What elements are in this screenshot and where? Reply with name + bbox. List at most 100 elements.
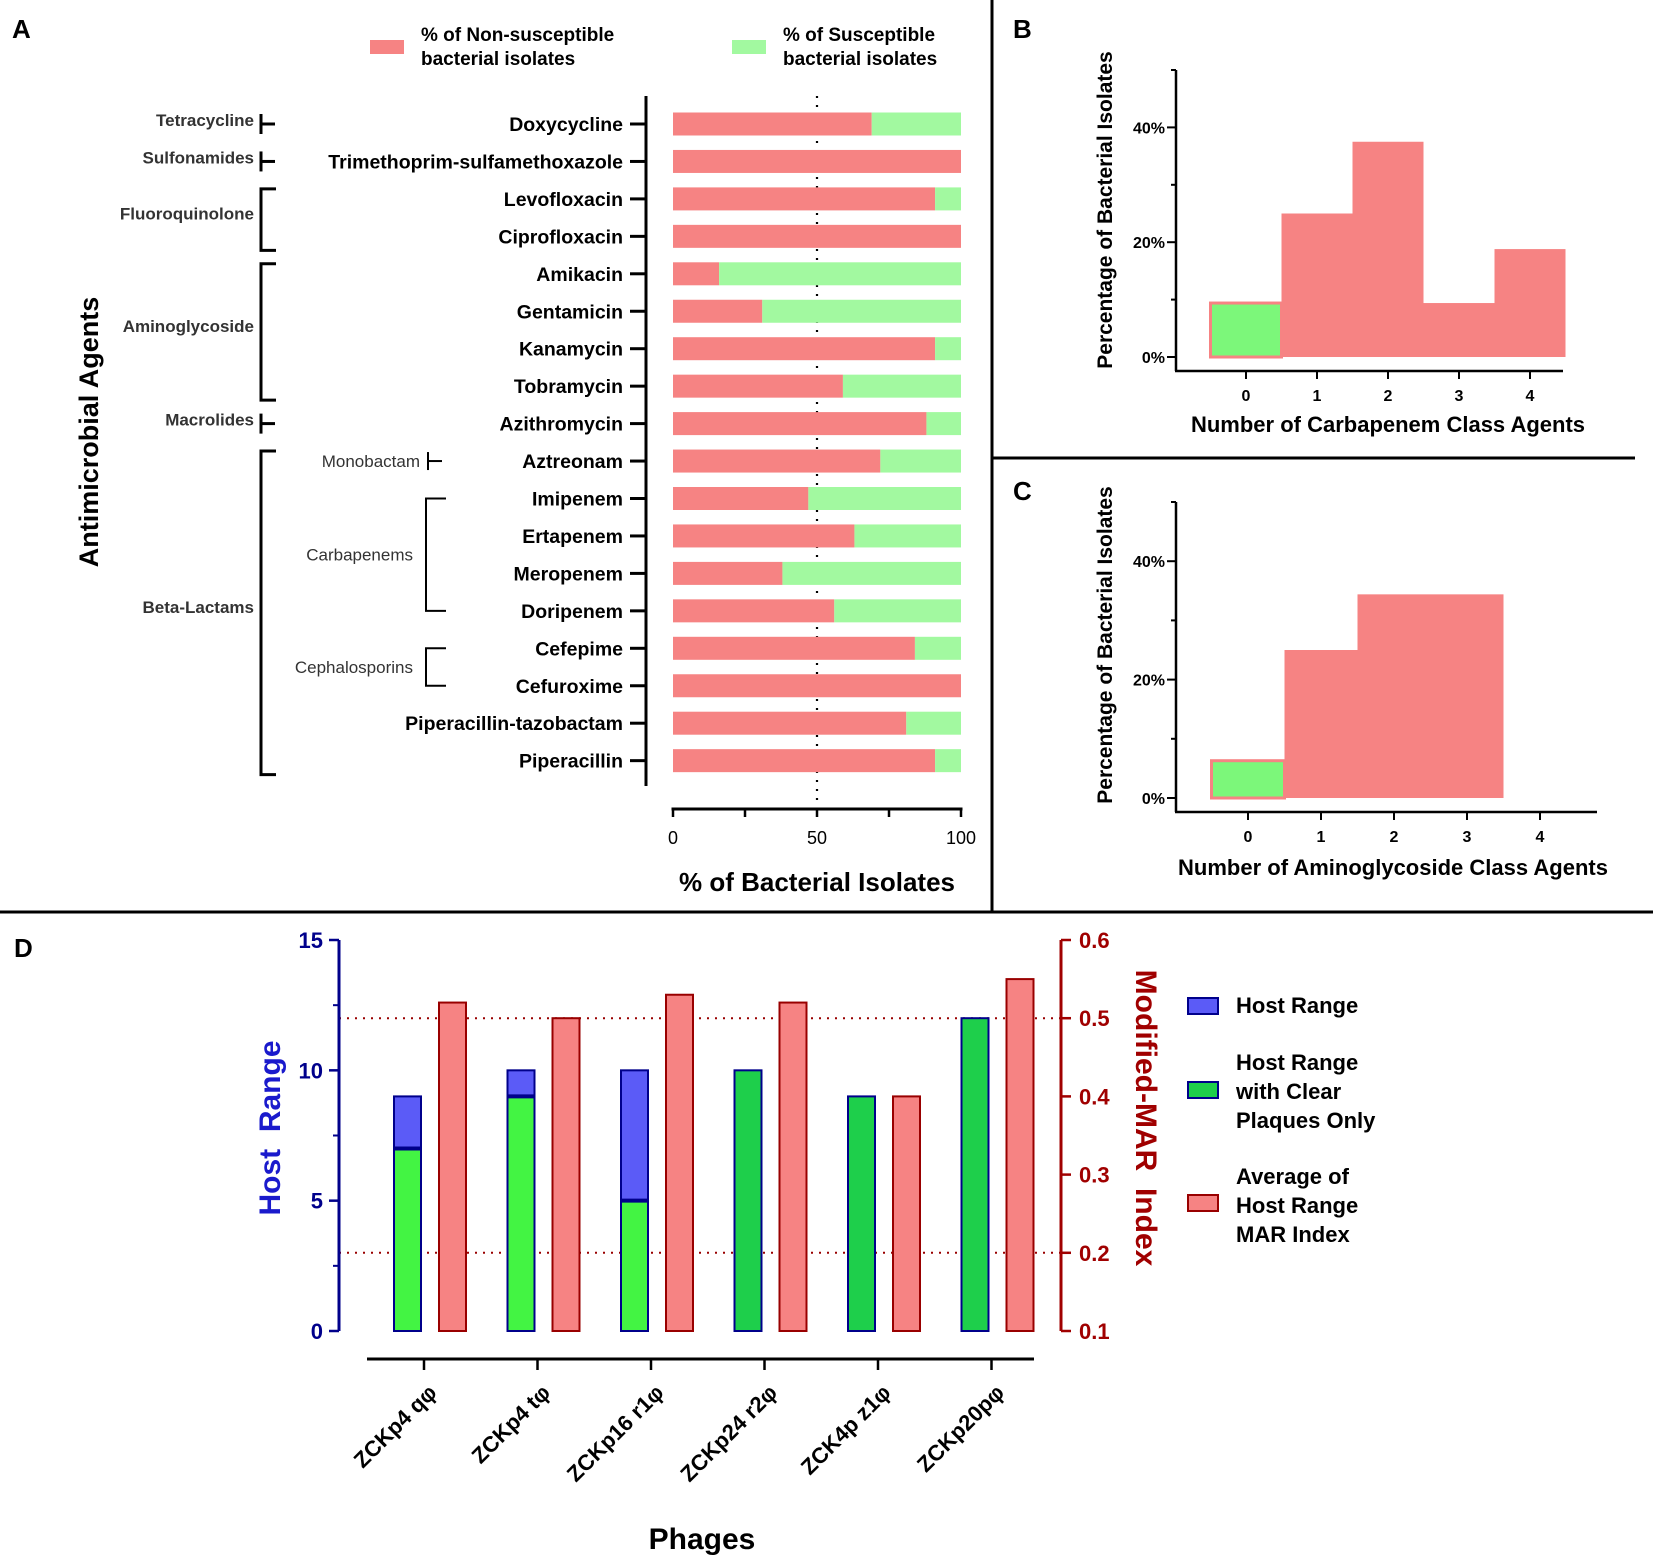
b-bar-1 (1281, 213, 1353, 357)
a-bar-susceptible (914, 636, 961, 660)
a-class-label: Macrolides (165, 411, 254, 430)
a-bar-susceptible (854, 524, 961, 548)
b-x-tick-label: 0 (1242, 388, 1251, 405)
d-y-axis-title-host-range: Host Range (254, 1040, 287, 1215)
c-x-tick-label: 1 (1317, 829, 1326, 846)
c-bar-2 (1357, 594, 1431, 798)
d-y2-axis-title-mar-index: Modified-MAR Index (1129, 970, 1162, 1267)
a-bar-nonsusceptible (673, 599, 835, 623)
d-legend-label: MAR Index (1236, 1222, 1350, 1247)
c-y-axis-title: Percentage of Bacterial Isolates (1094, 486, 1117, 803)
a-bar-nonsusceptible (673, 187, 936, 211)
a-bar-nonsusceptible (673, 337, 936, 361)
c-x-axis-title: Number of Aminoglycoside Class Agents (1178, 855, 1608, 880)
a-bar-nonsusceptible (673, 299, 763, 323)
d-legend-label: Average of (1236, 1164, 1350, 1189)
a-category-label: Ertapenem (522, 526, 623, 548)
a-category-label: Aztreonam (522, 451, 623, 473)
a-bar-nonsusceptible (673, 224, 961, 248)
d-y2-tick-label: 0.3 (1079, 1163, 1110, 1188)
d-bar-mar-index (1005, 978, 1035, 1332)
a-class-bracket (259, 187, 276, 252)
d-y-tick-label: 0 (311, 1319, 323, 1344)
panel-label-b: B (1013, 14, 1032, 44)
legend-label-susceptible: % of Susceptible bacterial isolates (783, 25, 940, 70)
b-x-axis-title: Number of Carbapenem Class Agents (1191, 412, 1585, 437)
a-bar-susceptible (871, 112, 961, 136)
d-legend-label: Host Range (1236, 1050, 1358, 1075)
c-x-tick-label: 0 (1244, 829, 1253, 846)
panel-label-d: D (14, 933, 33, 963)
d-bar-mar-index (438, 1001, 467, 1332)
a-bar-nonsusceptible (673, 524, 855, 548)
d-legend-swatch (1187, 1081, 1219, 1099)
a-bar-susceptible (880, 449, 961, 473)
a-bar-susceptible (782, 561, 961, 585)
d-legend-label: Host Range (1236, 993, 1358, 1018)
a-category-label: Tobramycin (514, 376, 623, 398)
a-bar-susceptible (935, 337, 961, 361)
panel-c-aminoglycoside-histogram: Percentage of Bacterial Isolates Number … (1094, 486, 1608, 880)
d-y-tick-label: 15 (299, 928, 323, 953)
a-bar-nonsusceptible (673, 112, 872, 136)
d-bar-clear-plaques (393, 1147, 422, 1332)
a-class-bracket (259, 449, 276, 777)
a-bar-susceptible (842, 374, 961, 398)
y-axis-title-antimicrobial-agents: Antimicrobial Agents (74, 297, 104, 568)
d-legend-label: with Clear (1235, 1079, 1342, 1104)
panel-a-antimicrobial-chart: % of Non-susceptible bacterial isolates … (74, 25, 976, 897)
a-subclass-label: Monobactam (322, 452, 420, 471)
d-bar-clear-plaques (506, 1095, 536, 1333)
c-y-tick-label: 0% (1142, 791, 1165, 808)
a-bar-nonsusceptible (673, 412, 927, 436)
d-legend-label: Host Range (1236, 1193, 1358, 1218)
a-bar-nonsusceptible (673, 487, 809, 510)
d-bar-host-range (506, 1069, 536, 1098)
d-x-tick-label: ZCKp4 qφ (349, 1380, 442, 1473)
a-subclass-bracket (425, 497, 446, 612)
a-category-label: Cefepime (535, 638, 623, 660)
b-x-tick-label: 4 (1526, 388, 1535, 405)
panel-label-c: C (1013, 476, 1032, 506)
d-x-tick-label: ZCKp24 r2φ (675, 1380, 782, 1487)
panel-label-a: A (12, 14, 31, 44)
c-bar-0 (1210, 759, 1286, 800)
d-x-tick-label: ZCKp4 tφ (467, 1380, 555, 1468)
b-bar-4 (1494, 249, 1566, 357)
a-category-label: Cefuroxime (516, 676, 623, 698)
b-bar-0 (1209, 301, 1283, 359)
a-bar-susceptible (834, 599, 961, 623)
d-y-tick-label: 10 (299, 1058, 323, 1083)
a-x-tick-label: 0 (668, 828, 678, 848)
a-x-tick-label: 100 (946, 828, 976, 848)
d-x-tick-label: ZCKp16 r1φ (562, 1380, 669, 1487)
a-bar-nonsusceptible (673, 711, 907, 735)
d-y2-tick-label: 0.5 (1079, 1006, 1110, 1031)
d-bar-clear-plaques (620, 1199, 649, 1332)
d-legend-swatch (1187, 997, 1219, 1015)
c-y-tick-label: 20% (1133, 673, 1165, 690)
a-bar-susceptible (762, 299, 961, 323)
d-bar-mar-index (892, 1095, 921, 1333)
a-class-label: Fluoroquinolone (120, 205, 254, 224)
d-bar-clear-plaques (847, 1095, 876, 1333)
a-bar-susceptible (935, 749, 961, 773)
a-subclass-label: Cephalosporins (295, 658, 413, 677)
panel-b-carbapenem-histogram: Percentage of Bacterial Isolates Number … (1094, 51, 1585, 437)
b-x-tick-label: 1 (1313, 388, 1322, 405)
a-subclass-bracket (425, 647, 446, 687)
b-x-tick-label: 3 (1455, 388, 1464, 405)
d-y2-tick-label: 0.4 (1079, 1084, 1110, 1109)
a-bar-nonsusceptible (673, 561, 783, 585)
c-bar-1 (1284, 650, 1358, 798)
a-category-label: Azithromycin (499, 414, 623, 436)
a-category-label: Doxycycline (509, 114, 623, 136)
a-class-bracket (259, 262, 276, 402)
a-class-label: Tetracycline (156, 111, 254, 130)
a-class-label: Aminoglycoside (123, 317, 254, 336)
a-category-label: Amikacin (536, 264, 623, 286)
legend-swatch-nonsusceptible (370, 40, 404, 54)
b-bar-2 (1352, 141, 1424, 357)
a-category-label: Imipenem (532, 489, 623, 511)
